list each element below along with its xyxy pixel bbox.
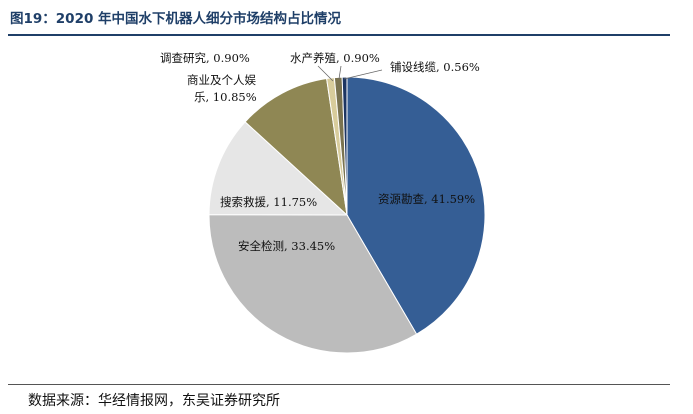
slice-labels: 资源勘查, 41.59% 安全检测, 33.45% 搜索救援, 11.75% 商… bbox=[160, 51, 480, 253]
pie-slice-6 bbox=[341, 76, 348, 216]
label-commercial-line2: 乐, 10.85% bbox=[194, 90, 257, 104]
label-cable-laying: 铺设线缆, 0.56% bbox=[390, 60, 480, 74]
label-search-rescue: 搜索救援, 11.75% bbox=[220, 195, 317, 209]
pie-slice-3 bbox=[244, 77, 348, 217]
source-note: 数据来源：华经情报网，东吴证券研究所 bbox=[28, 393, 280, 409]
title-rule bbox=[8, 34, 670, 36]
label-resource-exploration: 资源勘查, 41.59% bbox=[378, 192, 475, 206]
label-safety-inspection: 安全检测, 33.45% bbox=[238, 239, 335, 253]
pie-slices bbox=[208, 76, 486, 354]
source-rule bbox=[8, 384, 670, 385]
leader-line-cable bbox=[343, 69, 383, 80]
pie-slice-0 bbox=[346, 76, 486, 335]
leader-line-survey bbox=[317, 65, 334, 82]
leader-line-aquaculture bbox=[338, 65, 342, 80]
pie-slice-2 bbox=[208, 121, 349, 216]
figure-title: 图19：2020 年中国水下机器人细分市场结构占比情况 bbox=[10, 11, 342, 27]
label-commercial-line1: 商业及个人娱 bbox=[187, 73, 256, 87]
pie-slice-1 bbox=[208, 214, 418, 354]
label-survey-research: 调查研究, 0.90% bbox=[160, 51, 250, 65]
label-aquaculture: 水产养殖, 0.90% bbox=[290, 51, 380, 65]
leader-lines bbox=[317, 65, 383, 82]
